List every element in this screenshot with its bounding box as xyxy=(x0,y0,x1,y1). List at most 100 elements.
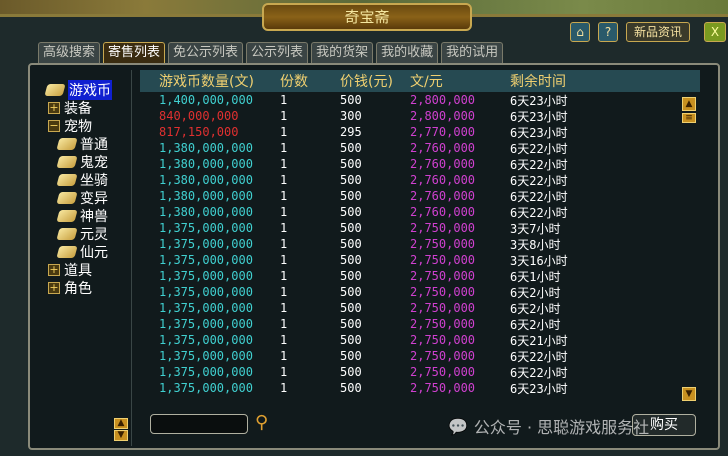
tree-item-equipment[interactable]: + 装备 xyxy=(48,98,92,118)
expand-icon[interactable]: + xyxy=(48,263,60,276)
help-button[interactable]: ? xyxy=(598,22,618,42)
tab-3[interactable]: 公示列表 xyxy=(246,42,309,63)
watermark-text: 公众号 · 思聪游戏服务社 xyxy=(473,418,650,437)
table-cell: 2,750,000 xyxy=(410,333,476,347)
table-cell: 2,800,000 xyxy=(410,93,476,107)
table-cell: 1 xyxy=(280,141,288,155)
table-cell: 2,760,000 xyxy=(410,141,476,155)
table-cell: 1 xyxy=(280,205,288,219)
table-cell: 2,770,000 xyxy=(410,125,476,139)
table-row[interactable]: 1,400,000,000 1 500 2,800,000 6天23小时 xyxy=(140,92,700,108)
tree-label: 普通 xyxy=(80,137,108,153)
table-row[interactable]: 1,380,000,000 1 500 2,760,000 6天22小时 xyxy=(140,188,700,204)
table-row[interactable]: 1,375,000,000 1 500 2,750,000 3天7小时 xyxy=(140,220,700,236)
table-row[interactable]: 817,150,000 1 295 2,770,000 6天23小时 xyxy=(140,124,700,140)
table-cell: 2,750,000 xyxy=(410,237,476,251)
column-header[interactable]: 文/元 xyxy=(410,74,443,90)
home-button[interactable]: ⌂ xyxy=(570,22,590,42)
table-cell: 500 xyxy=(340,349,362,363)
table-cell: 500 xyxy=(340,237,362,251)
scroll-down-button[interactable]: ▼ xyxy=(682,387,696,401)
table-cell: 1 xyxy=(280,317,288,331)
table-cell: 500 xyxy=(340,285,362,299)
tree-item-items[interactable]: + 道具 xyxy=(48,260,92,280)
table-cell: 840,000,000 xyxy=(159,109,239,123)
table-cell: 2,750,000 xyxy=(410,301,476,315)
tree-label: 变异 xyxy=(80,191,108,207)
table-row[interactable]: 1,375,000,000 1 500 2,750,000 6天2小时 xyxy=(140,284,700,300)
table-cell: 1,380,000,000 xyxy=(159,157,253,171)
table-row[interactable]: 1,375,000,000 1 500 2,750,000 6天2小时 xyxy=(140,300,700,316)
column-header[interactable]: 份数 xyxy=(280,74,308,90)
table-row[interactable]: 1,375,000,000 1 500 2,750,000 6天22小时 xyxy=(140,364,700,380)
collapse-icon[interactable]: − xyxy=(48,119,60,132)
wechat-icon: 💬 xyxy=(448,416,468,436)
tree-item-pet-2[interactable]: 坐骑 xyxy=(56,170,108,190)
table-cell: 1 xyxy=(280,285,288,299)
table-cell: 2,750,000 xyxy=(410,317,476,331)
scroll-up-button[interactable]: ▲ xyxy=(682,97,696,111)
home-icon: ⌂ xyxy=(576,25,584,39)
table-cell: 6天22小时 xyxy=(510,141,568,156)
table-row[interactable]: 1,380,000,000 1 500 2,760,000 6天22小时 xyxy=(140,172,700,188)
tab-4[interactable]: 我的货架 xyxy=(311,42,374,63)
table-cell: 6天2小时 xyxy=(510,317,561,332)
tab-0[interactable]: 高级搜索 xyxy=(38,42,101,63)
ingot-icon xyxy=(56,138,78,150)
tab-5[interactable]: 我的收藏 xyxy=(376,42,439,63)
magnifier-search-button[interactable]: ⚲ xyxy=(255,412,268,433)
table-cell: 2,750,000 xyxy=(410,381,476,395)
table-cell: 1,375,000,000 xyxy=(159,237,253,251)
table-row[interactable]: 1,375,000,000 1 500 2,750,000 6天1小时 xyxy=(140,268,700,284)
column-header[interactable]: 剩余时间 xyxy=(510,74,566,90)
expand-icon[interactable]: + xyxy=(48,101,60,114)
table-row[interactable]: 1,375,000,000 1 500 2,750,000 6天22小时 xyxy=(140,348,700,364)
tree-item-pet-4[interactable]: 神兽 xyxy=(56,206,108,226)
table-cell: 6天22小时 xyxy=(510,157,568,172)
table-cell: 500 xyxy=(340,157,362,171)
ingot-icon xyxy=(56,210,78,222)
table-cell: 6天21小时 xyxy=(510,333,568,348)
column-header[interactable]: 价钱(元) xyxy=(340,74,393,90)
tree-item-pet-1[interactable]: 鬼宠 xyxy=(56,152,108,172)
tree-scroll-up-button[interactable]: ▲ xyxy=(114,418,128,429)
table-row[interactable]: 1,375,000,000 1 500 2,750,000 6天21小时 xyxy=(140,332,700,348)
table-cell: 500 xyxy=(340,141,362,155)
tab-6[interactable]: 我的试用 xyxy=(441,42,504,63)
tree-item-characters[interactable]: + 角色 xyxy=(48,278,92,298)
search-input[interactable] xyxy=(150,414,248,434)
tab-2[interactable]: 免公示列表 xyxy=(168,42,244,63)
table-row[interactable]: 1,375,000,000 1 500 2,750,000 6天2小时 xyxy=(140,316,700,332)
table-cell: 295 xyxy=(340,125,362,139)
table-cell: 6天2小时 xyxy=(510,301,561,316)
table-row[interactable]: 840,000,000 1 300 2,800,000 6天23小时 xyxy=(140,108,700,124)
table-cell: 2,760,000 xyxy=(410,173,476,187)
close-button[interactable]: X xyxy=(704,22,726,42)
scrollbar-thumb[interactable]: ≡ xyxy=(682,113,696,123)
table-cell: 1,375,000,000 xyxy=(159,285,253,299)
column-header[interactable]: 游戏币数量(文) xyxy=(159,74,254,90)
tree-label: 角色 xyxy=(64,281,92,297)
tree-item-currency[interactable]: 游戏币 xyxy=(44,80,112,100)
tree-item-pet-6[interactable]: 仙元 xyxy=(56,242,108,262)
table-row[interactable]: 1,375,000,000 1 500 2,750,000 3天16小时 xyxy=(140,252,700,268)
table-cell: 3天7小时 xyxy=(510,221,561,236)
table-row[interactable]: 1,380,000,000 1 500 2,760,000 6天22小时 xyxy=(140,204,700,220)
news-button[interactable]: 新品资讯 xyxy=(626,22,690,42)
table-row[interactable]: 1,375,000,000 1 500 2,750,000 6天23小时 xyxy=(140,380,700,396)
tab-1[interactable]: 寄售列表 xyxy=(103,42,166,63)
table-row[interactable]: 1,375,000,000 1 500 2,750,000 3天8小时 xyxy=(140,236,700,252)
expand-icon[interactable]: + xyxy=(48,281,60,294)
tree-label: 仙元 xyxy=(80,245,108,261)
tree-item-pet-3[interactable]: 变异 xyxy=(56,188,108,208)
tree-scroll-down-button[interactable]: ▼ xyxy=(114,430,128,441)
tree-item-pet-0[interactable]: 普通 xyxy=(56,134,108,154)
table-row[interactable]: 1,380,000,000 1 500 2,760,000 6天22小时 xyxy=(140,140,700,156)
table-cell: 6天23小时 xyxy=(510,381,568,396)
buy-button[interactable]: 购买 xyxy=(632,414,696,436)
tree-label: 坐骑 xyxy=(80,173,108,189)
table-row[interactable]: 1,380,000,000 1 500 2,760,000 6天22小时 xyxy=(140,156,700,172)
table-cell: 500 xyxy=(340,93,362,107)
tree-item-pets[interactable]: − 宠物 xyxy=(48,116,92,136)
tree-item-pet-5[interactable]: 元灵 xyxy=(56,224,108,244)
